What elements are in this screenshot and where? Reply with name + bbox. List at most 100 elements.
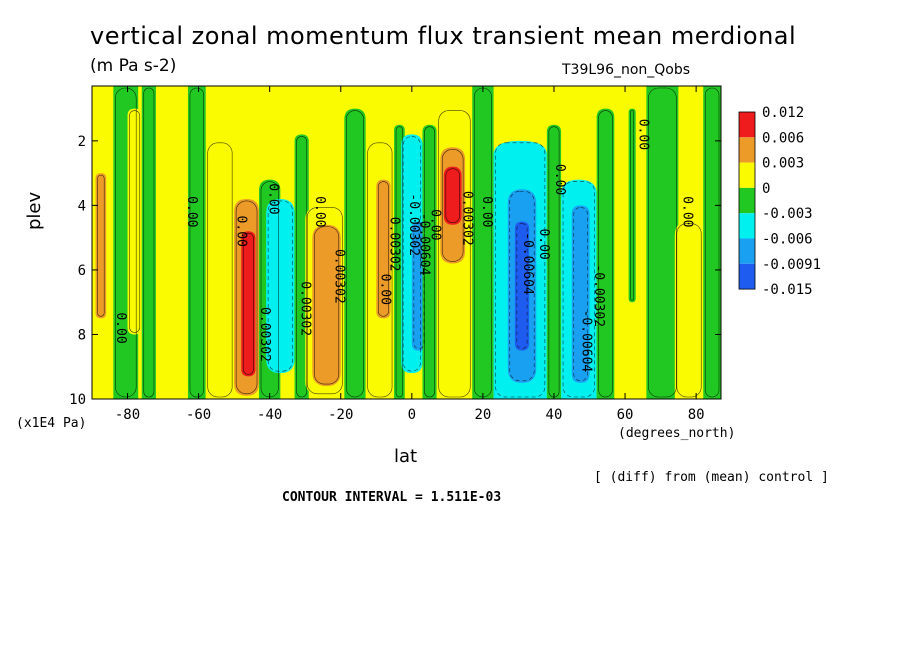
contour-label: 0.00 <box>378 274 393 305</box>
contour-line <box>346 110 364 398</box>
contour-line <box>189 87 205 398</box>
contour-label: 0.00302 <box>387 217 402 272</box>
contour-label: -0.00604 <box>417 213 432 276</box>
heatmap-band-red <box>241 231 256 377</box>
heatmap-band-orange <box>312 224 341 387</box>
contour-label: 0.00302 <box>331 249 346 304</box>
contour-line <box>367 142 393 398</box>
contour-line <box>395 126 404 398</box>
contour-line <box>267 200 293 372</box>
x-tick-label: -80 <box>115 407 140 423</box>
colorbar-swatch <box>739 263 755 290</box>
heatmap-band-green <box>546 124 562 399</box>
contour-label: 0.00 <box>234 216 249 247</box>
colorbar-label: -0.0091 <box>762 257 821 273</box>
contour-labels: 0.00 0.00 0.00 0.00 0.00302 0.00302 0.00 0.0030… <box>113 119 695 373</box>
contour-label: -0.00302 <box>591 264 606 327</box>
contour-line <box>516 223 528 349</box>
contour-line <box>424 126 436 398</box>
colorbar-label: -0.003 <box>762 206 813 222</box>
x-tick-label: 40 <box>546 407 563 423</box>
colorbar-frame <box>738 111 756 290</box>
heatmap-band-green <box>141 86 156 399</box>
colorbar-swatch <box>739 162 755 188</box>
contour-label: 0.00302 <box>257 307 272 362</box>
contour-label: 0.00 <box>184 196 199 227</box>
heatmap-band-green <box>646 86 679 399</box>
contour-label: 0.00302 <box>298 281 313 336</box>
contour-label: 0.00 <box>536 228 551 259</box>
colorbar-label: 0.012 <box>762 105 804 121</box>
heatmap-band-green <box>344 108 366 399</box>
heatmap-band-orange <box>95 173 107 319</box>
heatmap-band-orange <box>376 179 391 319</box>
contour-label: 0.00 <box>266 183 281 214</box>
contour-label: -0.00302 <box>406 193 421 256</box>
contour-line <box>207 142 233 398</box>
contour-line <box>306 207 343 395</box>
contour-interval: CONTOUR INTERVAL = 1.511E-03 <box>282 490 502 505</box>
chart-title: vertical zonal momentum flux transient m… <box>90 22 797 50</box>
contour-line <box>445 168 460 224</box>
heatmap-band-red <box>443 166 462 225</box>
heatmap-band-blue <box>514 221 530 351</box>
colorbar-swatch <box>739 238 755 264</box>
contour-label: -0.00604 <box>578 310 593 373</box>
x-axis-ticks: -80 -60 -40 -20 0 20 40 60 80 <box>115 86 705 423</box>
colorbar-label: 0.003 <box>762 156 804 172</box>
colorbar: 0.012 0.006 0.003 0 -0.003 -0.006 -0.0091 -0.01… <box>738 105 821 298</box>
contour-label: 0.00 <box>635 119 650 150</box>
colorbar-label: -0.015 <box>762 282 813 298</box>
y-axis-ticks: 2 4 6 8 10 <box>69 134 721 408</box>
units-label: (m Pa s-2) <box>90 56 177 76</box>
colorbar-swatch <box>739 137 755 163</box>
colorbar-label: 0.006 <box>762 130 804 146</box>
contour-line <box>143 87 155 398</box>
contour-line <box>377 181 389 317</box>
heatmap-band-cyan <box>266 198 295 374</box>
contour-label: 0.00 <box>680 196 695 227</box>
heatmap-band-green <box>703 86 721 399</box>
contour-label: 0.00 <box>552 164 567 195</box>
colorbar-label: -0.006 <box>762 232 813 248</box>
run-label: T39L96_non_Qobs <box>562 62 691 78</box>
contour-line <box>630 110 635 301</box>
heatmap-band-green <box>628 108 636 303</box>
y-tick-label: 4 <box>78 198 86 214</box>
contour-line <box>314 226 340 385</box>
contour-line <box>509 190 535 382</box>
colorbar-swatch <box>739 187 755 214</box>
y-tick-label: 6 <box>78 263 86 279</box>
x-tick-label: -60 <box>186 407 211 423</box>
contour-line <box>676 223 702 398</box>
y-tick-label: 8 <box>78 327 86 343</box>
x-tick-label: 20 <box>474 407 491 423</box>
x-tick-label: -20 <box>328 407 353 423</box>
y-units-label: (x1E4 Pa) <box>16 416 87 431</box>
contour-label: 0.00302 <box>459 191 474 246</box>
contour-line <box>115 87 137 398</box>
colorbar-swatch <box>739 112 755 138</box>
contour-line <box>441 149 464 262</box>
heatmap-band-green <box>596 108 615 399</box>
contour-line <box>648 87 677 398</box>
colorbar-swatch <box>739 213 755 239</box>
y-tick-label: 10 <box>69 392 86 408</box>
heatmap-band-yellow <box>155 86 188 399</box>
contour-line <box>413 223 425 349</box>
x-tick-label: 0 <box>408 407 416 423</box>
contour-line <box>573 207 588 382</box>
x-tick-label: -40 <box>257 407 282 423</box>
contour-line <box>97 174 105 317</box>
x-axis-label: lat <box>394 446 418 467</box>
contour-line <box>495 142 546 398</box>
contour-line <box>296 136 308 398</box>
diff-note: [ (diff) from (mean) control ] <box>594 470 829 485</box>
contour-label: 0.00 <box>312 196 327 227</box>
contour-line <box>402 136 421 372</box>
contour-label: 0.00 <box>427 209 442 240</box>
contour-label: 0.00 <box>113 312 128 343</box>
contour-lines <box>97 87 720 398</box>
plot-frame <box>91 85 722 400</box>
